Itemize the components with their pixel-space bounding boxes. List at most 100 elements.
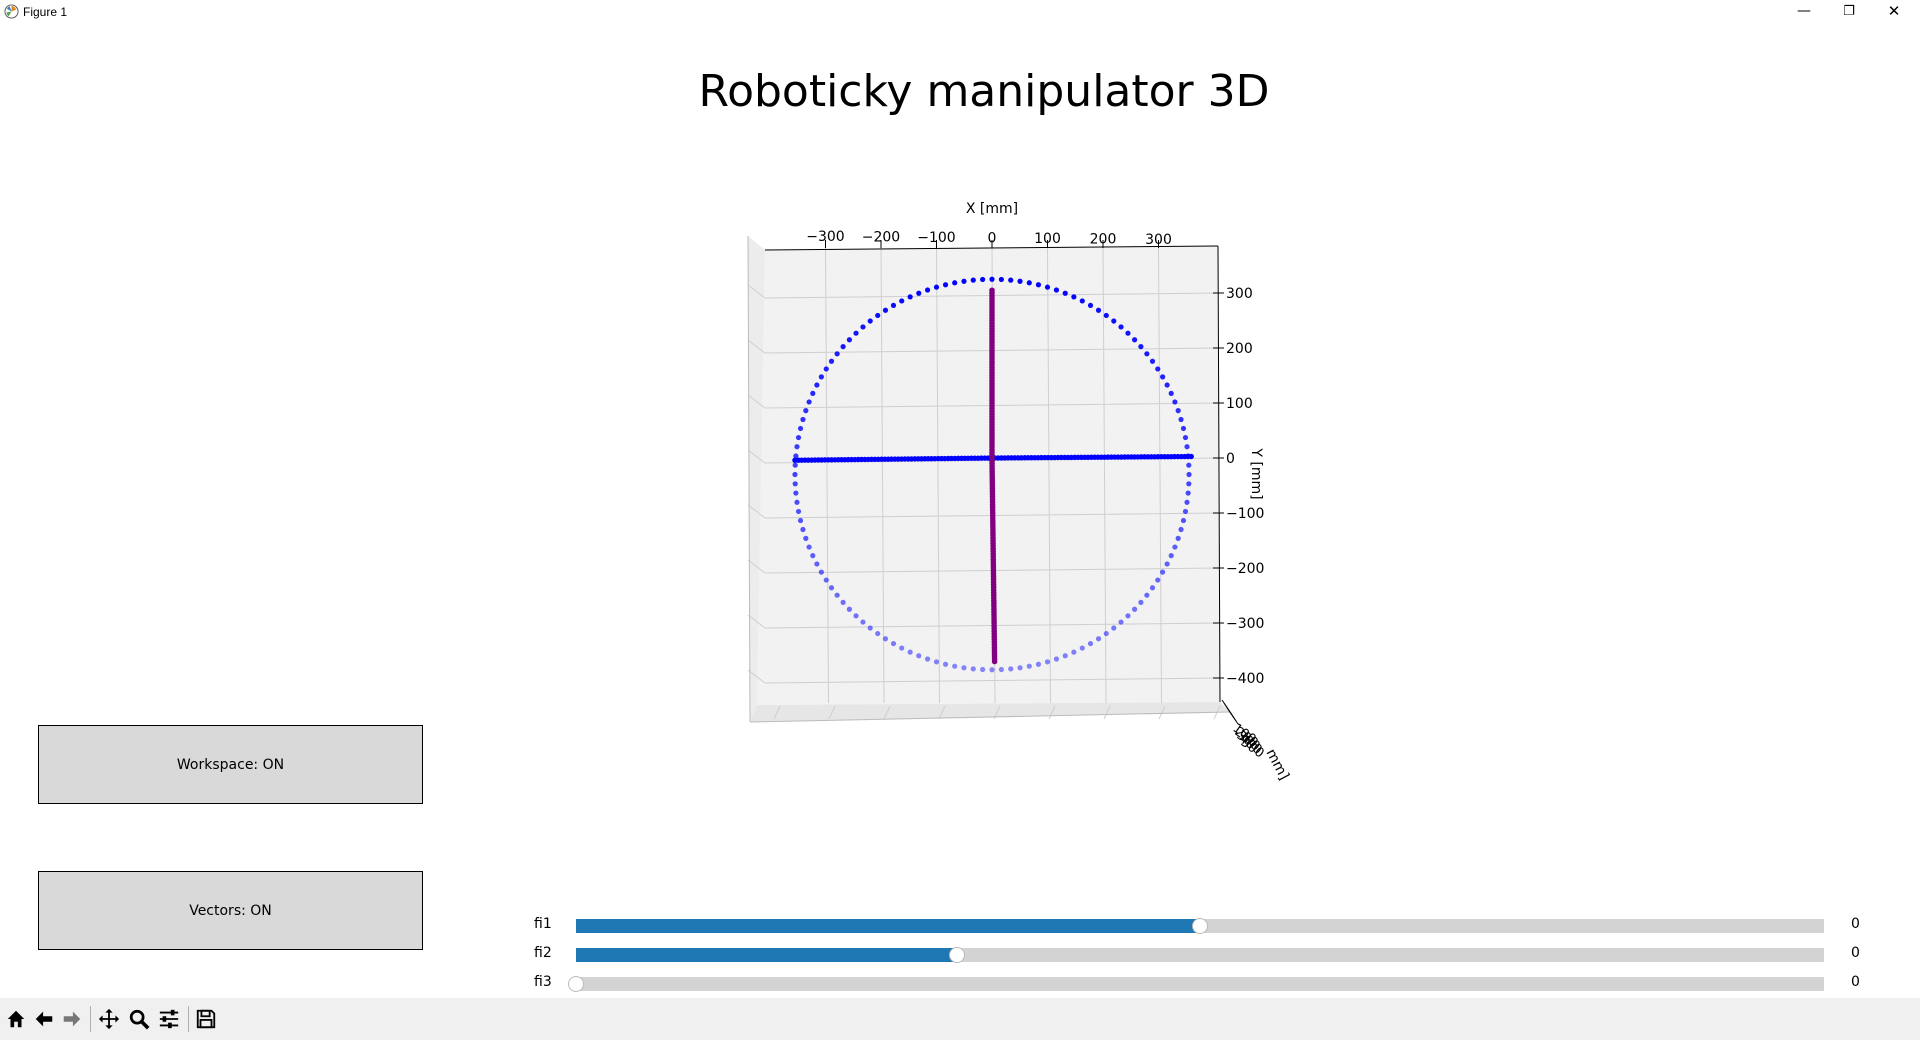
x-tick-label: 200	[1090, 232, 1117, 248]
toolbar-separator	[188, 1006, 189, 1032]
workspace-point	[1053, 656, 1060, 662]
save-icon[interactable]	[193, 1006, 219, 1032]
workspace-point	[980, 666, 986, 673]
workspace-point	[792, 481, 798, 487]
workspace-point	[952, 280, 958, 286]
y-grid-line-side	[747, 504, 766, 519]
workspace-point	[814, 561, 820, 567]
workspace-point	[846, 337, 853, 343]
restore-button[interactable]: ❐	[1843, 3, 1855, 19]
workspace-point	[1125, 330, 1131, 336]
workspace-point	[890, 640, 897, 647]
workspace-point	[800, 526, 806, 533]
x-tick-label: −300	[806, 229, 844, 245]
y-tick-labels: 300 200 100 0 −100 −200 −300 −400	[1213, 286, 1264, 687]
workspace-point	[1164, 382, 1170, 388]
y-axis-label: Y [mm]	[1248, 447, 1264, 499]
z-grid-line	[1103, 705, 1111, 720]
workspace-point	[1071, 294, 1077, 300]
vectors-toggle-button[interactable]: Vectors: ON	[38, 871, 423, 950]
x-tick-label: 0	[988, 231, 997, 247]
forward-icon[interactable]	[59, 1006, 85, 1032]
workspace-point	[823, 577, 829, 583]
workspace-point	[1186, 481, 1192, 487]
workspace-point	[792, 462, 798, 468]
right-axis-line	[1217, 245, 1221, 703]
workspace-point	[853, 330, 859, 336]
z-grid-line	[828, 705, 836, 720]
slider-handle[interactable]	[568, 976, 584, 992]
window-titlebar: Figure 1 — ❐ ✕	[0, 0, 1920, 24]
y-grid-line-side	[747, 614, 766, 629]
workspace-point	[853, 613, 859, 619]
minimize-button[interactable]: —	[1797, 3, 1811, 19]
slider-label: fi3	[534, 974, 552, 990]
plot-data	[792, 276, 1194, 673]
slider-track[interactable]	[576, 918, 1824, 934]
slider-fill	[576, 948, 957, 962]
workspace-point	[810, 553, 816, 559]
x-grid-line	[1102, 247, 1107, 704]
workspace-point	[1071, 649, 1077, 655]
back-icon[interactable]	[31, 1006, 57, 1032]
pan-icon[interactable]	[96, 1006, 122, 1032]
workspace-point	[942, 661, 949, 667]
workspace-point	[1172, 399, 1178, 405]
home-icon[interactable]	[3, 1006, 29, 1032]
x-tick-labels: −300 −200 −100 0 100 200 300	[806, 229, 1172, 248]
workspace-point	[1062, 290, 1068, 296]
z-grid-line	[1048, 705, 1056, 720]
3d-plot[interactable]: −300 −200 −100 0 100 200 300 300 200 100 0 −100 −20…	[0, 0, 1920, 1000]
workspace-point	[1111, 625, 1117, 631]
workspace-point	[1087, 640, 1094, 647]
slider-handle[interactable]	[948, 947, 965, 963]
close-button[interactable]: ✕	[1887, 2, 1901, 20]
workspace-point	[1175, 408, 1181, 414]
workspace-point	[1149, 358, 1156, 364]
configure-subplots-icon[interactable]	[156, 1006, 182, 1032]
workspace-point	[1178, 416, 1184, 423]
plot-panes	[748, 236, 1230, 722]
workspace-point	[882, 307, 889, 313]
workspace-point	[1017, 665, 1023, 671]
workspace-point	[916, 653, 922, 659]
x-grid-line	[1047, 247, 1051, 704]
workspace-point	[875, 630, 881, 637]
navigation-toolbar	[0, 998, 1920, 1040]
y-grid-line-side	[747, 559, 766, 574]
workspace-toggle-button[interactable]: Workspace: ON	[38, 725, 423, 804]
workspace-point	[1180, 517, 1187, 524]
workspace-point	[806, 399, 812, 405]
slider-value: 0	[1851, 974, 1860, 990]
x-tick-label: −100	[917, 230, 955, 246]
z-grid-line	[938, 705, 946, 720]
slider-track[interactable]	[576, 947, 1824, 963]
workspace-point	[803, 408, 809, 414]
x-axis-label: X [mm]	[966, 201, 1018, 217]
back-pane	[757, 246, 1220, 705]
slider-handle[interactable]	[1192, 918, 1208, 934]
workspace-point	[806, 544, 812, 550]
workspace-point	[1118, 619, 1124, 625]
workspace-point	[933, 659, 940, 665]
left-edge-line	[747, 235, 751, 723]
slider-track[interactable]	[568, 976, 1824, 992]
workspace-point	[797, 517, 804, 524]
workspace-point	[1168, 390, 1174, 396]
z-axis-label: mm]	[1262, 746, 1292, 782]
workspace-point	[1155, 366, 1161, 372]
y-tick-label: −100	[1226, 506, 1264, 522]
workspace-point	[970, 277, 976, 283]
toolbar-separator	[90, 1006, 91, 1032]
zoom-icon[interactable]	[126, 1006, 152, 1032]
workspace-point	[814, 382, 820, 388]
workspace-point	[867, 318, 873, 324]
workspace-point	[1186, 471, 1192, 478]
workspace-point	[1168, 553, 1174, 559]
y-tick-label: 100	[1226, 396, 1253, 412]
window-title: Figure 1	[23, 5, 68, 19]
y-tick-label: −200	[1226, 561, 1264, 577]
workspace-point	[840, 599, 846, 605]
y-grid-line-side	[747, 394, 766, 409]
